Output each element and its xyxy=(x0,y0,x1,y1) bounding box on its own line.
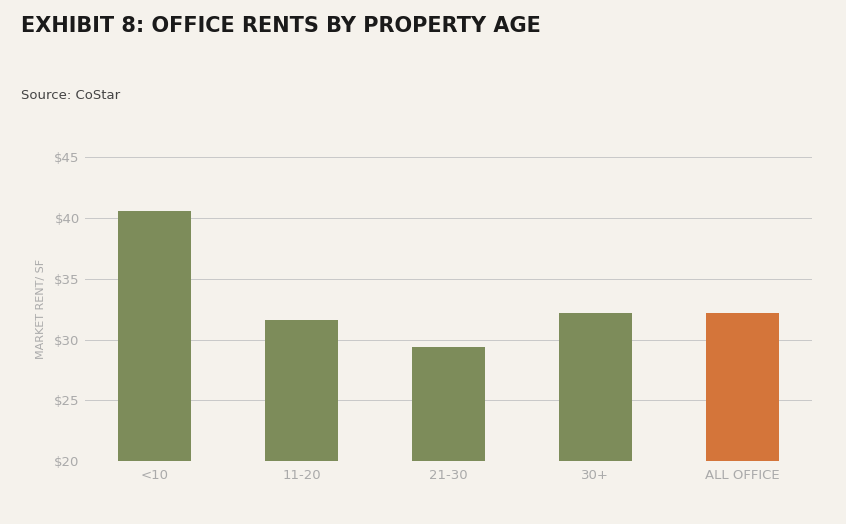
Text: EXHIBIT 8: OFFICE RENTS BY PROPERTY AGE: EXHIBIT 8: OFFICE RENTS BY PROPERTY AGE xyxy=(21,16,541,36)
Y-axis label: MARKET RENT/ SF: MARKET RENT/ SF xyxy=(36,259,46,359)
Bar xyxy=(706,313,779,461)
Bar xyxy=(558,313,632,461)
Text: Source: CoStar: Source: CoStar xyxy=(21,89,120,102)
Bar xyxy=(265,320,338,461)
Bar xyxy=(412,347,485,461)
Bar xyxy=(118,211,191,461)
